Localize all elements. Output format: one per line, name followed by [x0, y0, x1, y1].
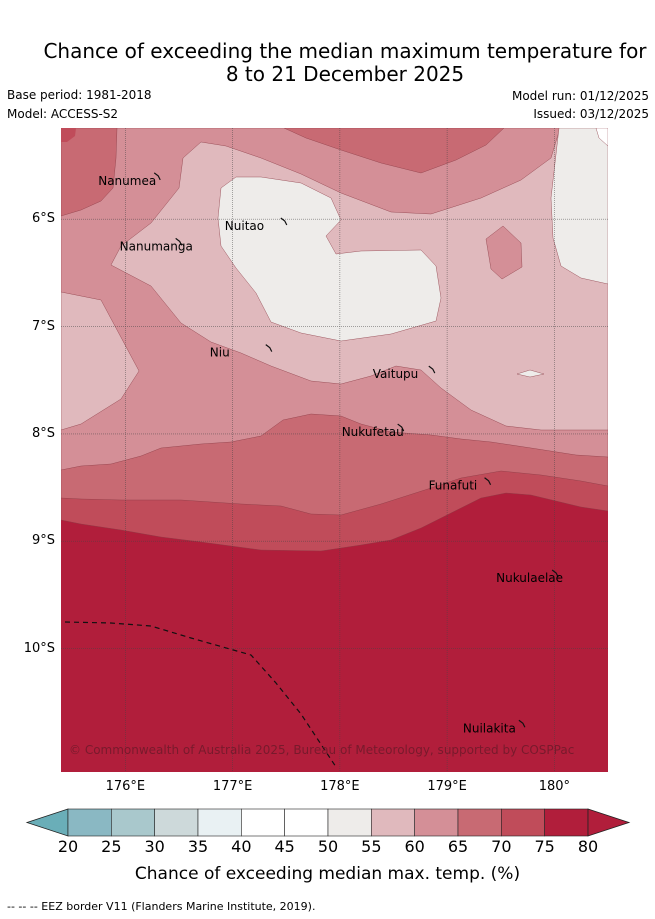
colorbar-cell [284, 808, 329, 837]
island-nanumea: Nanumea [98, 172, 161, 188]
colorbar-upper-extend [587, 808, 631, 837]
patch-65-70-east [485, 225, 523, 280]
latitude-tick-label: 9°S [31, 533, 55, 549]
title-line-1: Chance of exceeding the median maximum t… [43, 39, 647, 63]
island-nukufetau: Nukufetau [342, 423, 405, 439]
colorbar-cell [197, 808, 242, 837]
island-outline [265, 344, 273, 352]
colorbar-cell [327, 808, 372, 837]
colorbar-tick-label: 30 [144, 837, 165, 856]
island-outline [280, 217, 288, 226]
island-nanumanga: Nanumanga [120, 237, 193, 253]
colorbar-tick-label: 55 [361, 837, 382, 856]
colorbar-lower-extend [25, 808, 69, 837]
longitude-tick-label: 179°E [427, 779, 467, 794]
island-outline [551, 569, 559, 578]
colorbar-tick-label: 25 [101, 837, 122, 856]
latitude-tick-label: 6°S [31, 211, 55, 227]
patch-70-75-northwest [61, 128, 118, 217]
latitude-tick-label: 7°S [31, 318, 55, 334]
eez-footnote: -- -- -- EEZ border V11 (Flanders Marine… [7, 900, 316, 913]
island-niu: Niu [210, 344, 273, 360]
longitude-tick-label: 180° [538, 779, 571, 794]
colorbar-title: Chance of exceeding median max. temp. (%… [134, 864, 521, 884]
island-outline [397, 423, 405, 432]
colorbar-cell [111, 808, 155, 837]
island-outline [175, 237, 183, 246]
island-outline [518, 719, 526, 728]
title-line-2: 8 to 21 December 2025 [225, 62, 465, 86]
colorbar-cell [371, 808, 415, 837]
model-run: Model run: 01/12/2025 [511, 89, 649, 103]
island-name: Niu [210, 346, 230, 360]
colorbar [25, 808, 631, 837]
island-name: Funafuti [429, 479, 478, 493]
chart-title: Chance of exceeding the median maximum t… [0, 40, 655, 86]
band-55-60-east [550, 128, 608, 285]
copyright-notice: © Commonwealth of Australia 2025, Bureau… [69, 743, 574, 757]
colorbar-cell [414, 808, 459, 837]
colorbar-cell [501, 808, 545, 837]
colorbar-tick-label: 35 [187, 837, 209, 856]
island-name: Nuilakita [463, 721, 516, 735]
island-funafuti: Funafuti [429, 477, 492, 493]
patch-70-75-north [283, 128, 505, 174]
colorbar-cell [67, 808, 112, 837]
map-gridlines [61, 128, 608, 772]
patch-75-80-corner [61, 128, 76, 142]
longitude-tick-label: 177°E [212, 779, 253, 794]
island-nuitao: Nuitao [225, 217, 288, 233]
colorbar-tick-label: 65 [447, 837, 469, 856]
colorbar-tick-label: 60 [404, 837, 425, 856]
colorbar-cell [457, 808, 502, 837]
longitude-tick-label: 178°E [320, 779, 360, 794]
longitude-tick-label: 176°E [105, 779, 146, 794]
issued-date: Issued: 03/12/2025 [533, 107, 649, 121]
colorbar-cell [544, 808, 589, 837]
probability-map: Nanumea Nuitao Nanumanga Niu Vaitupu Nukufeta… [61, 128, 608, 772]
island-outline [428, 365, 436, 374]
patch-white-corner [595, 128, 608, 147]
island-nuilakita: Nuilakita [463, 719, 526, 735]
model-name: Model: ACCESS-S2 [7, 107, 119, 121]
island-name: Nukufetau [342, 425, 404, 439]
island-name: Nanumea [98, 174, 156, 188]
colorbar-tick-label: 45 [274, 837, 295, 856]
colorbar-tick-label: 40 [231, 837, 252, 856]
colorbar-tick-label: 75 [534, 837, 555, 856]
base-period: Base period: 1981-2018 [7, 88, 152, 102]
island-name: Nukulaelae [496, 571, 563, 585]
colorbar-tick-label: 50 [317, 837, 339, 856]
band-55-60-speck [516, 369, 545, 378]
island-name: Nuitao [225, 219, 264, 233]
latitude-tick-label: 10°S [23, 640, 55, 656]
island-name: Vaitupu [373, 367, 419, 381]
colorbar-cell [241, 808, 285, 837]
colorbar-tick-label: 70 [491, 837, 512, 856]
colorbar-tick-label: 20 [57, 837, 79, 856]
island-outline [153, 172, 161, 181]
island-name: Nanumanga [120, 239, 193, 253]
island-outline [484, 477, 492, 485]
latitude-tick-label: 8°S [31, 425, 55, 441]
island-nukulaelae: Nukulaelae [496, 569, 563, 585]
island-labels: Nanumea Nuitao Nanumanga Niu Vaitupu Nukufeta… [98, 172, 563, 735]
colorbar-tick-label: 80 [577, 837, 599, 856]
band-55-60-inner [217, 176, 442, 342]
colorbar-cell [154, 808, 199, 837]
island-vaitupu: Vaitupu [373, 365, 436, 381]
